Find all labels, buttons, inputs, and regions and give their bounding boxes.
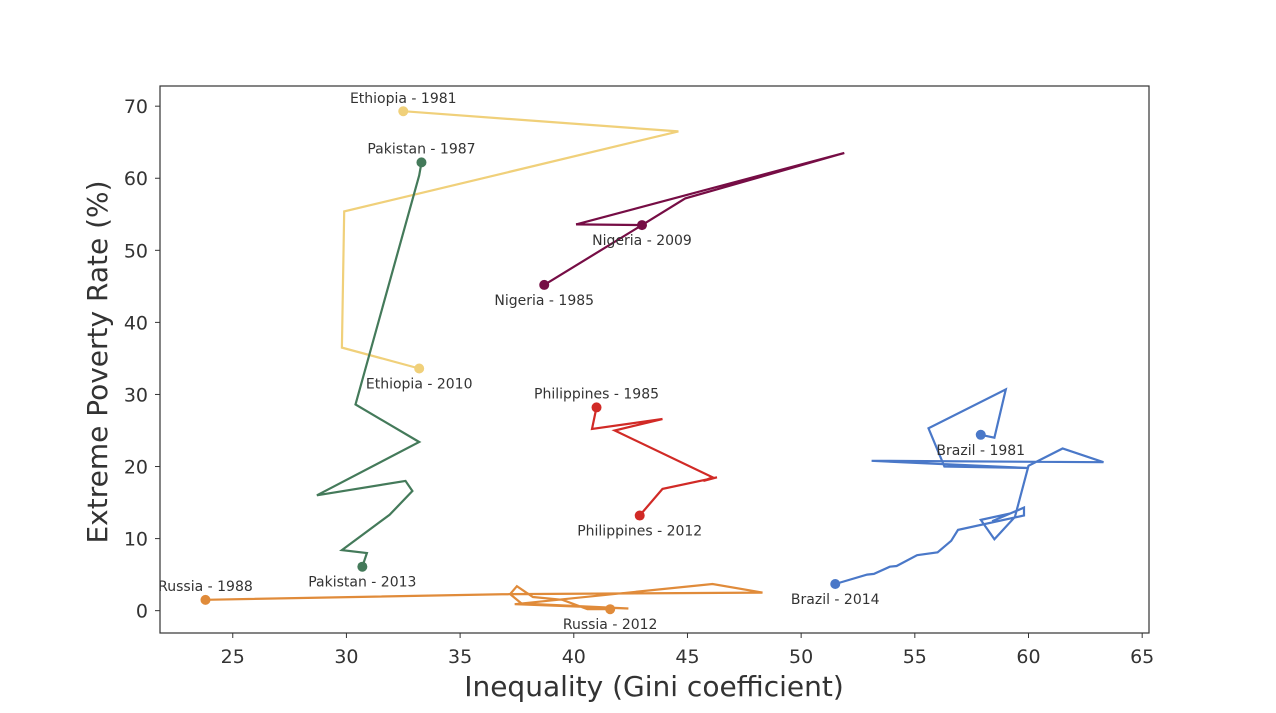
series-line (543, 151, 845, 286)
x-tick-label: 40 (562, 646, 586, 668)
x-tick-label: 50 (789, 646, 813, 668)
series-line (340, 110, 679, 370)
series-end-label: Nigeria - 2009 (592, 233, 692, 249)
x-tick-label: 60 (1016, 646, 1040, 668)
series-start-label: Russia - 1988 (158, 579, 253, 595)
x-tick-label: 55 (903, 646, 927, 668)
y-tick-label: 0 (136, 601, 148, 623)
y-tick-label: 20 (124, 457, 148, 479)
series-start-label: Nigeria - 1985 (494, 293, 594, 309)
series-end-marker (357, 561, 368, 572)
series-end-marker (636, 220, 647, 231)
series-start-label: Philippines - 1985 (534, 386, 659, 402)
y-tick-label: 40 (124, 312, 148, 334)
series-start-marker (200, 594, 211, 605)
y-tick-label: 30 (124, 384, 148, 406)
series-start-marker (539, 279, 550, 290)
series-start-label: Ethiopia - 1981 (350, 91, 457, 107)
series-end-label: Brazil - 2014 (791, 592, 880, 608)
ticks-layer: 25 30 35 40 45 50 55 60 65 0 10 20 30 40 50 60 70 (124, 96, 1154, 668)
series-end-marker (830, 578, 841, 589)
x-tick-label: 35 (448, 646, 472, 668)
series-end-label: Russia - 2012 (563, 617, 658, 633)
y-tick-label: 70 (124, 96, 148, 118)
y-tick-label: 50 (124, 240, 148, 262)
series-end-label: Philippines - 2012 (577, 524, 702, 540)
y-tick-label: 60 (124, 168, 148, 190)
series-start-marker (591, 402, 602, 413)
y-tick-label: 10 (124, 529, 148, 551)
series-end-marker (634, 510, 645, 521)
series-line (316, 162, 423, 568)
series-end-label: Ethiopia - 2010 (366, 377, 473, 393)
x-axis-label: Inequality (Gini coefficient) (464, 670, 844, 703)
series-start-label: Pakistan - 1987 (367, 141, 475, 157)
series-line (590, 407, 718, 517)
series-line (205, 582, 763, 611)
series-start-marker (975, 429, 986, 440)
series-start-label: Brazil - 1981 (936, 443, 1025, 459)
plot-area (159, 85, 1150, 634)
series-end-marker (414, 363, 425, 374)
series-end-marker (605, 604, 616, 615)
x-tick-label: 25 (221, 646, 245, 668)
series-line (834, 387, 1104, 586)
y-axis-label: Extreme Poverty Rate (%) (81, 180, 114, 543)
x-tick-label: 30 (334, 646, 358, 668)
x-tick-label: 45 (675, 646, 699, 668)
x-tick-label: 65 (1130, 646, 1154, 668)
series-layer: Ethiopia - 1981 Ethiopia - 2010 Pakistan -… (158, 91, 1104, 633)
series-start-marker (398, 106, 409, 117)
series-start-marker (416, 157, 427, 168)
series-end-label: Pakistan - 2013 (308, 575, 416, 591)
